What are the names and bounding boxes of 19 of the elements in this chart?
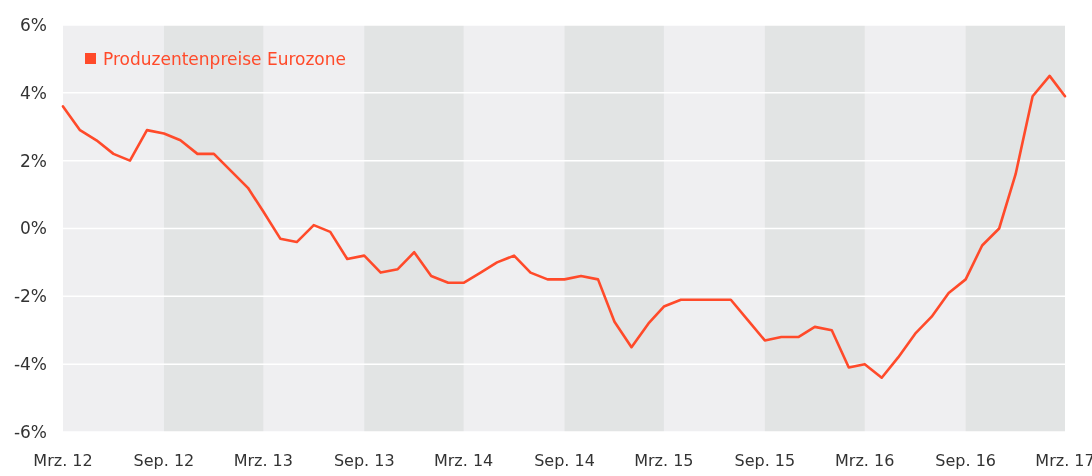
x-tick-label: Mrz. 12	[33, 451, 93, 470]
y-tick-label: 2%	[20, 150, 47, 171]
y-tick-label: -4%	[13, 354, 47, 375]
y-tick-label: -6%	[13, 421, 47, 442]
x-tick-label: Mrz. 14	[433, 451, 494, 470]
x-tick-label: Sep. 12	[133, 451, 195, 470]
x-tick-label: Sep. 15	[734, 451, 796, 470]
y-tick-label: 0%	[20, 218, 47, 239]
x-tick-label: Mrz. 13	[233, 451, 293, 470]
x-tick-label: Sep. 13	[333, 451, 395, 470]
legend-label: Produzentenpreise Eurozone	[103, 48, 346, 69]
x-tick-label: Sep. 14	[534, 451, 595, 470]
x-tick-label: Sep. 16	[935, 451, 997, 470]
y-tick-label: 6%	[20, 14, 47, 35]
y-tick-label: -2%	[13, 286, 47, 307]
x-tick-label: Mrz. 15	[634, 451, 694, 470]
x-tick-label: Mrz. 16	[835, 451, 895, 470]
y-tick-label: 4%	[20, 82, 47, 103]
line-series	[61, 74, 1067, 380]
